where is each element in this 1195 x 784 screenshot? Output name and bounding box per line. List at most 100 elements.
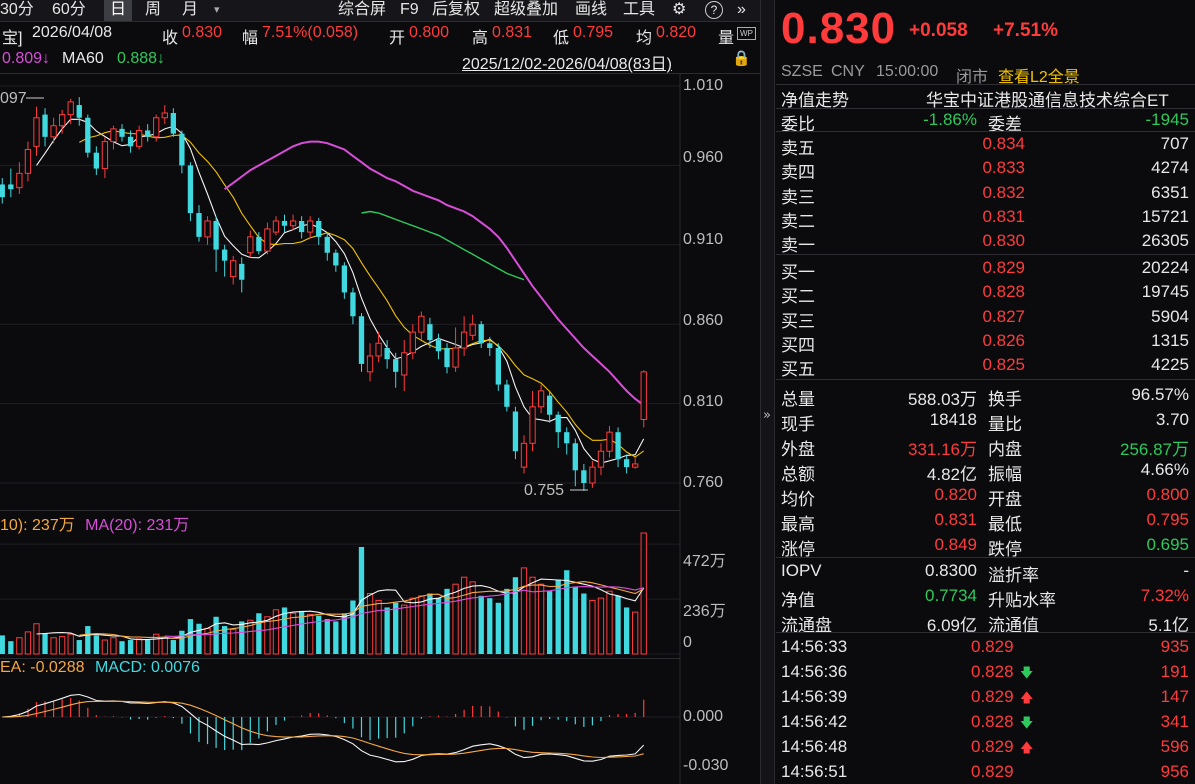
- ma-legend-bar: 0.809↓ MA60 0.888↓ 2025/12/02-2026/04/08…: [0, 46, 760, 74]
- ask-row[interactable]: 卖四 0.833 4274: [776, 156, 1195, 182]
- volume-bar-up: [153, 633, 160, 655]
- candle-body-down: [495, 348, 501, 385]
- tick-price: 0.829: [971, 762, 1014, 781]
- period-dropdown-icon[interactable]: ▾: [214, 4, 220, 16]
- tab-30min[interactable]: 30分: [0, 1, 34, 18]
- etf-label: IOPV: [781, 561, 822, 580]
- volume-bar-down: [393, 602, 399, 654]
- etf-row: IOPV 0.8300 溢折率 -: [776, 559, 1195, 585]
- volume-bar-up: [469, 581, 476, 655]
- kline-chart[interactable]: [0, 74, 760, 784]
- volume-bar-down: [546, 591, 553, 654]
- expand-icon[interactable]: »: [737, 1, 746, 18]
- bar-date: 2026/04/08: [32, 24, 113, 41]
- tick-price: 0.828: [971, 662, 1014, 681]
- candle-body-down: [384, 348, 390, 360]
- dea-line: [2, 700, 644, 759]
- avg-label: 均: [636, 30, 653, 47]
- menu-tools[interactable]: 工具: [623, 1, 656, 18]
- ask-volume: 26305: [1141, 231, 1189, 251]
- l2-view-link[interactable]: 查看L2全景: [998, 69, 1080, 86]
- tab-monthly[interactable]: 月: [182, 1, 199, 18]
- close-label: 收: [162, 30, 179, 47]
- ask-row[interactable]: 卖三 0.832 6351: [776, 181, 1195, 207]
- volume-bar-up: [375, 599, 382, 655]
- volume-bar-up: [409, 597, 416, 655]
- candle-body-up: [24, 149, 32, 174]
- last-price: 0.830: [781, 4, 897, 53]
- lock-icon[interactable]: 🔒: [732, 50, 751, 67]
- panel-splitter[interactable]: »: [760, 0, 775, 784]
- menu-composite[interactable]: 综合屏: [338, 1, 387, 18]
- tab-daily[interactable]: 日: [104, 0, 133, 21]
- etf-label: 升贴水率: [988, 591, 1056, 610]
- wp-icon[interactable]: WP: [737, 27, 756, 40]
- help-icon[interactable]: ?: [705, 1, 723, 19]
- tick-price: 0.829: [971, 687, 1014, 706]
- tick-row: 14:56:42 0.828 🡇 341: [776, 710, 1195, 734]
- bid-row[interactable]: 买一 0.829 20224: [776, 256, 1195, 282]
- candle-body-up: [247, 236, 254, 254]
- bid-volume: 1315: [1151, 330, 1189, 350]
- candle-body-down: [393, 359, 399, 372]
- candle-body-down: [187, 165, 194, 214]
- stats-row: 涨停 0.849 跌停 0.695: [776, 533, 1195, 559]
- volume-bar-up: [597, 597, 605, 655]
- ask-volume: 4274: [1151, 158, 1189, 178]
- menu-f9[interactable]: F9: [400, 1, 419, 18]
- bid-volume: 4225: [1151, 355, 1189, 375]
- low-label: 低: [553, 30, 570, 47]
- price-axis-label: 0.760: [683, 474, 724, 491]
- price-axis-label: 0.860: [683, 312, 724, 329]
- stats-value: 4.66%: [1140, 460, 1189, 479]
- stats-row: 现手 18418 量比 3.70: [776, 408, 1195, 434]
- candle-body-up: [418, 315, 425, 333]
- tick-row: 14:56:48 0.829 🡅 596: [776, 735, 1195, 759]
- candle-body-down: [546, 395, 553, 415]
- bid-row[interactable]: 买四 0.826 1315: [776, 329, 1195, 355]
- candle-body-down: [623, 459, 630, 468]
- price-axis-label: 1.010: [683, 77, 724, 94]
- volume-bar-down: [478, 595, 484, 654]
- nav-trend-tab[interactable]: 净值走势: [781, 91, 849, 110]
- tick-time: 14:56:48: [781, 737, 848, 756]
- volume-bar-down: [564, 570, 570, 654]
- settings-gear-icon[interactable]: ⚙: [672, 1, 687, 18]
- bid-price: 0.829: [982, 258, 1025, 277]
- stats-label: 开盘: [988, 490, 1022, 509]
- tab-weekly[interactable]: 周: [145, 1, 162, 18]
- candle-body-down: [93, 152, 100, 169]
- vol-ma10-line: [79, 581, 644, 640]
- bid-row[interactable]: 买二 0.828 19745: [776, 280, 1195, 306]
- bid-row[interactable]: 买三 0.827 5904: [776, 305, 1195, 331]
- candle-body-down: [221, 249, 228, 261]
- etf-label: 流通值: [988, 616, 1039, 635]
- volume-bar-down: [495, 602, 501, 654]
- stats-value: 0.695: [1146, 535, 1189, 554]
- candle-body-down: [324, 236, 330, 253]
- candle-body-up: [50, 125, 57, 138]
- ask-row[interactable]: 卖一 0.830 26305: [776, 229, 1195, 255]
- volume-bar-down: [572, 586, 578, 654]
- bid-row[interactable]: 买五 0.825 4225: [776, 353, 1195, 379]
- tab-60min[interactable]: 60分: [52, 1, 86, 18]
- stats-value: 3.70: [1155, 410, 1189, 429]
- etf-value: 7.32%: [1140, 586, 1189, 605]
- candle-body-up: [67, 101, 74, 116]
- candle-body-down: [512, 411, 519, 452]
- volume-bar-up: [58, 636, 66, 655]
- date-range-selector[interactable]: 2025/12/02-2026/04/08(83日): [462, 56, 672, 73]
- menu-adjusted[interactable]: 后复权: [432, 1, 481, 18]
- candle-body-down: [42, 114, 48, 137]
- stats-row: 均价 0.820 开盘 0.800: [776, 483, 1195, 509]
- menu-overlay[interactable]: 超级叠加: [494, 1, 559, 18]
- stats-label: 最低: [988, 515, 1022, 534]
- ask-row[interactable]: 卖五 0.834 707: [776, 132, 1195, 158]
- ask-price: 0.834: [982, 134, 1025, 153]
- menu-draw[interactable]: 画线: [575, 1, 608, 18]
- vol-ma20-line: [164, 586, 644, 637]
- tick-row: 14:56:36 0.828 🡇 191: [776, 660, 1195, 684]
- collapse-arrow-icon[interactable]: »: [763, 408, 771, 423]
- volume-bar-down: [0, 635, 5, 654]
- ask-row[interactable]: 卖二 0.831 15721: [776, 205, 1195, 231]
